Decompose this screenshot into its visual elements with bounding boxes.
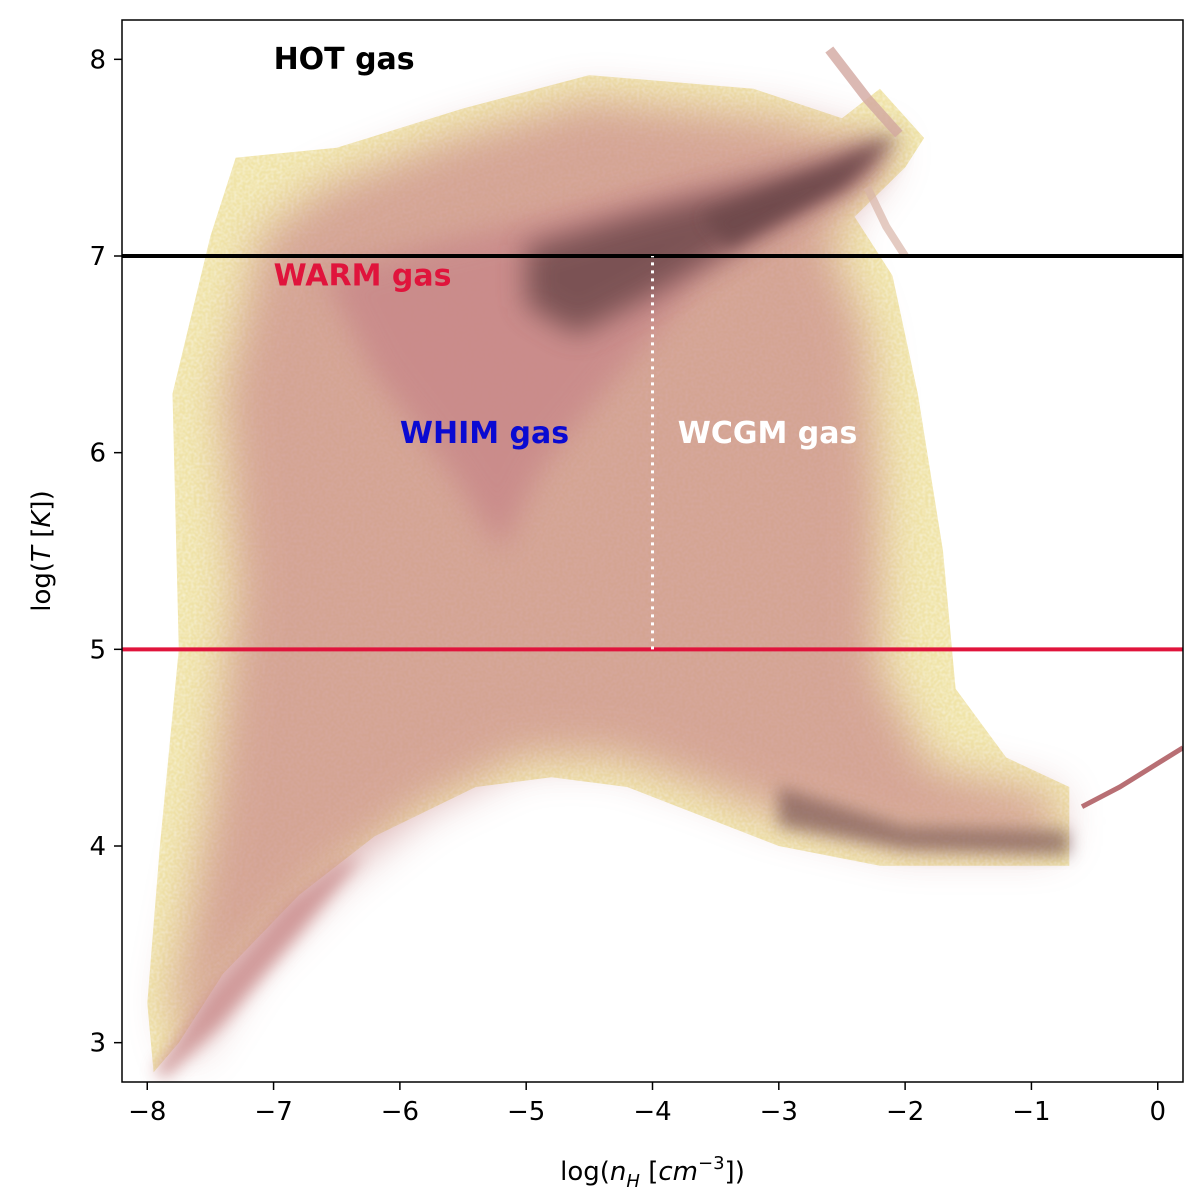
- heatmap-core-density: [324, 138, 893, 551]
- y-axis-ticks: 3 4 5 6 7 8: [89, 45, 122, 1059]
- region-annotations: HOT gas WARM gas WHIM gas WCGM gas: [274, 42, 858, 451]
- x-tick-label: −1: [1012, 1097, 1050, 1127]
- heatmap-equilibrium-band: [778, 787, 1070, 856]
- heatmap-lower-spur: [863, 185, 909, 259]
- warm-gas-label: WARM gas: [274, 259, 452, 294]
- y-tick-label: 5: [89, 635, 106, 665]
- y-tick-label: 6: [89, 439, 106, 469]
- x-tick-label: −8: [128, 1097, 166, 1127]
- hot-gas-label: HOT gas: [274, 42, 415, 77]
- whim-gas-label: WHIM gas: [400, 416, 569, 451]
- x-axis-ticks: −8 −7 −6 −5 −4 −3 −2 −1 0: [128, 1082, 1166, 1127]
- heatmap-dense-tail: [1080, 745, 1183, 809]
- y-tick-label: 8: [89, 45, 106, 75]
- heatmap-low-arm: [153, 855, 362, 1079]
- y-tick-label: 3: [89, 1029, 106, 1059]
- heatmap-upper-spur: [825, 46, 903, 138]
- x-tick-label: −5: [507, 1097, 545, 1127]
- x-tick-label: −2: [886, 1097, 924, 1127]
- x-tick-label: −6: [381, 1097, 419, 1127]
- y-tick-label: 4: [89, 832, 106, 862]
- heatmap-hot-ridge: [703, 134, 899, 247]
- threshold-lines: [122, 254, 1183, 652]
- x-tick-label: 0: [1149, 1097, 1166, 1127]
- wcgm-gas-label: WCGM gas: [678, 416, 858, 451]
- x-tick-label: −4: [633, 1097, 671, 1127]
- x-tick-label: −3: [760, 1097, 798, 1127]
- x-tick-label: −7: [254, 1097, 292, 1127]
- x-axis-label: log(nH [cm−3]): [560, 1153, 745, 1192]
- y-tick-label: 7: [89, 242, 106, 272]
- y-axis-label: log(T [K]): [27, 490, 57, 611]
- density-heatmap: [147, 46, 1183, 1079]
